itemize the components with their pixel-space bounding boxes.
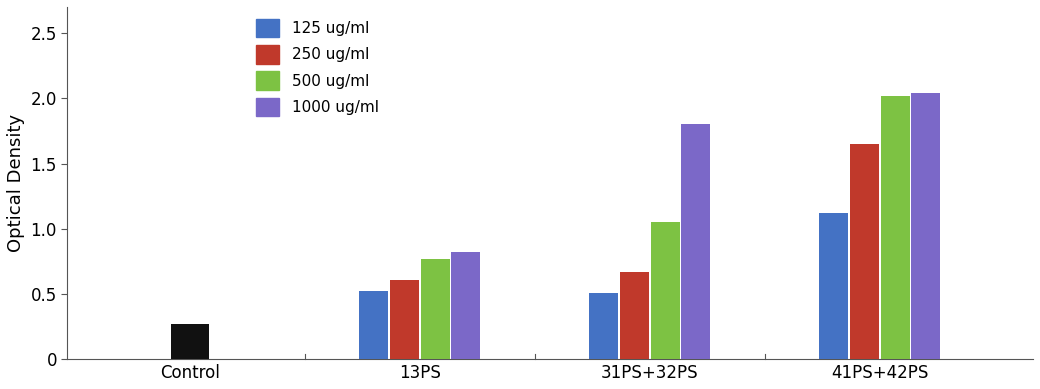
Y-axis label: Optical Density: Optical Density bbox=[7, 114, 25, 252]
Bar bbox=[681, 124, 710, 359]
Bar bbox=[360, 291, 389, 359]
Bar bbox=[171, 324, 209, 359]
Bar bbox=[390, 280, 419, 359]
Bar bbox=[620, 272, 649, 359]
Bar bbox=[420, 259, 449, 359]
Legend: 125 ug/ml, 250 ug/ml, 500 ug/ml, 1000 ug/ml: 125 ug/ml, 250 ug/ml, 500 ug/ml, 1000 ug… bbox=[249, 11, 386, 124]
Bar bbox=[451, 252, 480, 359]
Bar bbox=[850, 144, 879, 359]
Bar bbox=[911, 93, 940, 359]
Bar bbox=[651, 222, 680, 359]
Bar bbox=[881, 96, 910, 359]
Bar bbox=[590, 293, 619, 359]
Bar bbox=[820, 213, 849, 359]
